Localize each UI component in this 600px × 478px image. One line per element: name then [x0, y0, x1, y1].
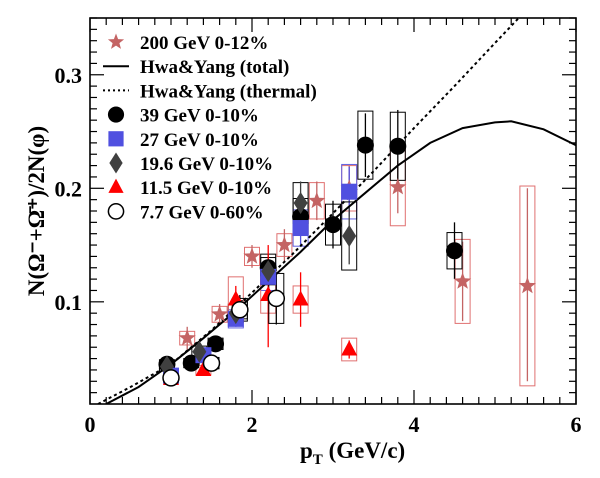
y-tick-label: 0.2: [55, 176, 83, 201]
legend-marker-triangle: [108, 178, 124, 193]
sys-error-box: [341, 337, 358, 362]
legend: 200 GeV 0-12% Hwa&Yang (total) Hwa&Yang (t…: [103, 33, 317, 223]
x-axis-label-sub: T: [313, 452, 323, 468]
data-point-square: [292, 220, 309, 237]
data-point-circle: [356, 136, 374, 154]
data-point-star: [178, 329, 196, 346]
y-tick-label: 0.1: [55, 290, 83, 315]
legend-label: 11.5 GeV 0-10%: [140, 178, 272, 199]
legend-entry: Hwa&Yang (total): [103, 57, 289, 78]
data-point-diamond: [342, 224, 357, 247]
legend-marker-star: [107, 33, 125, 49]
markers-open-circle: [162, 289, 286, 387]
legend-entry: Hwa&Yang (thermal): [103, 81, 317, 102]
data-point-diamond: [192, 340, 207, 363]
data-point-triangle: [341, 340, 358, 356]
legend-entry: 39 GeV 0-10%: [107, 106, 259, 127]
data-point-star: [211, 305, 229, 322]
legend-entry: 27 GeV 0-10%: [108, 130, 259, 151]
data-point-star: [275, 236, 293, 253]
data-point-open-circle: [231, 301, 249, 319]
data-point-triangle: [292, 290, 309, 306]
series-open-circle: [163, 272, 285, 383]
data-point-star: [518, 276, 536, 294]
markers-diamond: [159, 192, 357, 378]
legend-entry: 11.5 GeV 0-10%: [108, 178, 272, 199]
y-tick-label: 0.3: [55, 63, 83, 88]
legend-label: 7.7 GeV 0-60%: [140, 202, 264, 223]
sys-error-box: [454, 238, 471, 324]
data-point-circle: [324, 216, 342, 234]
x-tick-label: 6: [571, 412, 582, 437]
legend-entry: 7.7 GeV 0-60%: [107, 202, 264, 223]
legend-marker-open-circle: [107, 203, 125, 220]
x-tick-label: 0: [85, 412, 96, 437]
sys-error-box: [341, 201, 358, 271]
data-point-diamond: [293, 192, 308, 215]
x-axis-label-rest: (GeV/c): [323, 438, 405, 463]
data-point-star: [454, 272, 472, 289]
sys-error-box: [519, 185, 536, 387]
legend-marker-square: [108, 131, 124, 147]
x-axis-label: pT (GeV/c): [300, 438, 405, 468]
x-axis-label-main: p: [300, 438, 313, 463]
legend-marker-diamond: [109, 152, 123, 174]
data-point-star: [243, 247, 261, 264]
legend-label: 27 GeV 0-10%: [140, 130, 259, 151]
data-point-square: [341, 183, 358, 200]
plot-layer: [97, 18, 576, 404]
legend-entry: 19.6 GeV 0-10%: [109, 152, 273, 175]
legend-label: Hwa&Yang (thermal): [140, 81, 317, 102]
axes: 0 2 4 6 0.1 0.2 0.3: [55, 17, 582, 437]
legend-label: 200 GeV 0-12%: [140, 33, 268, 54]
legend-label: 39 GeV 0-10%: [140, 106, 259, 127]
data-point-circle: [389, 137, 407, 155]
legend-label: 19.6 GeV 0-10%: [140, 154, 273, 175]
data-point-circle: [446, 242, 463, 260]
legend-entry: 200 GeV 0-12%: [107, 33, 268, 54]
data-point-star: [308, 191, 326, 209]
data-point-diamond: [261, 260, 276, 283]
data-point-open-circle: [202, 354, 221, 372]
y-axis-label: N(Ω⁻+Ω̄⁺)/2N(φ): [24, 126, 49, 296]
x-tick-label: 4: [409, 412, 420, 437]
data-point-open-circle: [267, 289, 286, 308]
legend-marker-circle: [107, 106, 125, 123]
x-tick-label: 2: [247, 412, 258, 437]
data-point-open-circle: [162, 369, 180, 387]
data-point-triangle: [195, 360, 212, 376]
legend-label: Hwa&Yang (total): [140, 57, 289, 78]
data-point-star: [389, 178, 407, 195]
